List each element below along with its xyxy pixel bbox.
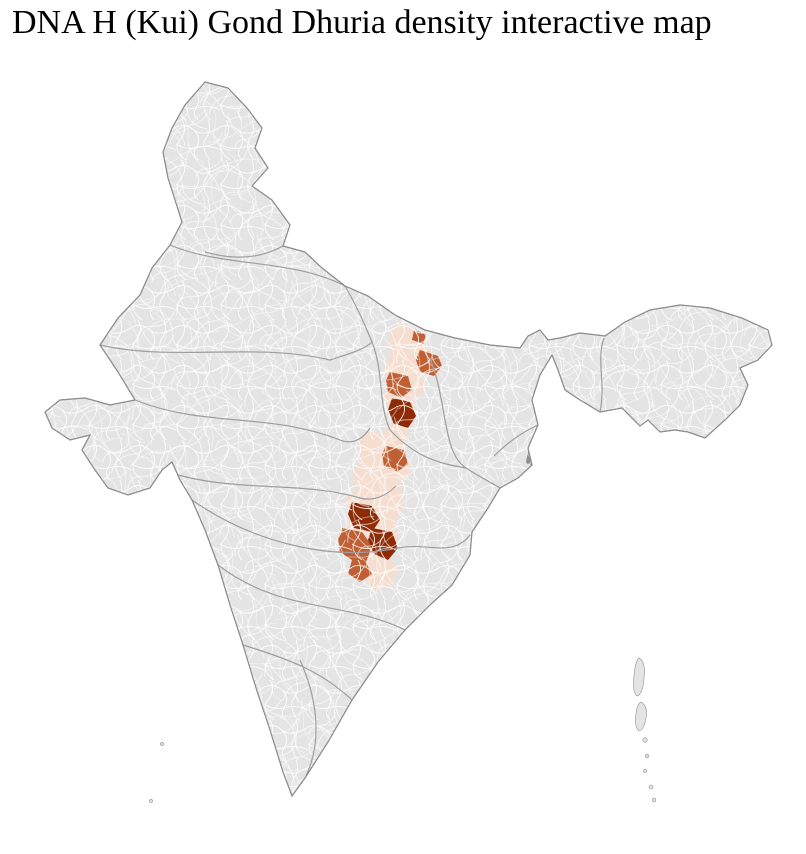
andaman-nicobar-islands[interactable] <box>633 657 657 803</box>
state-borders <box>99 244 605 777</box>
lakshadweep-islands[interactable] <box>149 742 164 803</box>
page-title: DNA H (Kui) Gond Dhuria density interact… <box>12 4 712 41</box>
